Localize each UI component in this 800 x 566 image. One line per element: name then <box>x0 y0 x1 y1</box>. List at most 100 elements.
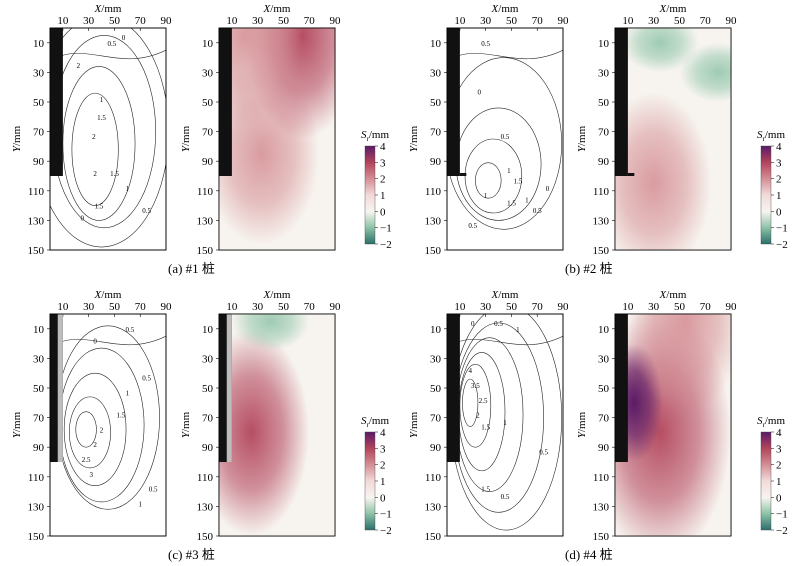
contour-label: 0 <box>80 214 84 222</box>
heat-blob <box>627 314 731 414</box>
y-axis-title: Y/mm <box>408 411 420 438</box>
colorbar-tick-label: 2 <box>776 174 782 186</box>
y-tick-label: 50 <box>202 383 214 395</box>
colorbar-tick-label: −2 <box>776 525 788 537</box>
colorbar-tick-label: 4 <box>380 427 386 439</box>
x-tick-label: 10 <box>226 15 238 27</box>
y-tick-label: 70 <box>202 413 214 425</box>
colorbar-tick-label: −2 <box>380 525 392 537</box>
y-tick-label: 130 <box>28 501 45 513</box>
contour-line <box>63 372 127 486</box>
y-tick-label: 90 <box>598 156 610 168</box>
x-tick-label: 30 <box>252 15 264 27</box>
colorbar-title: Sr/mm <box>757 129 785 143</box>
contour-line <box>475 162 502 199</box>
y-tick-label: 150 <box>593 245 610 257</box>
x-axis-title: X/mm <box>94 3 122 15</box>
contour-label: 1.5 <box>117 412 126 420</box>
x-tick-label: 90 <box>330 301 342 313</box>
x-tick-label: 90 <box>558 15 570 27</box>
contour-line <box>75 411 97 448</box>
y-axis-title: Y/mm <box>180 125 192 152</box>
colorbar-7: Sr/mm4 3 2 1 0 −1 −2 <box>757 415 788 537</box>
colorbar-tick-label: 0 <box>776 206 782 218</box>
heatmap-group <box>615 314 731 536</box>
heat-blob <box>615 91 712 250</box>
contour-label: 1.5 <box>95 203 104 211</box>
colorbar-tick-label: 2 <box>380 174 386 186</box>
x-axis-title: X/mm <box>491 3 519 15</box>
colorbar-gradient <box>364 145 376 245</box>
contour-line <box>447 57 562 230</box>
x-tick-label: 90 <box>726 15 738 27</box>
colorbar-1: Sr/mm4 3 2 1 0 −1 −2 <box>361 129 392 251</box>
colorbar-tick-label: −1 <box>776 509 788 521</box>
y-tick-label: 150 <box>28 245 45 257</box>
axes-6: 10 30 50 70 90 10 30 50 70 90 110 130 150 X/mm Y/mm 0 0.… <box>408 289 569 543</box>
contour-label: 0 <box>546 185 550 193</box>
contour-label: 0 <box>122 34 126 42</box>
heatmap-group <box>219 28 335 250</box>
contour-line <box>56 49 166 59</box>
y-tick-label: 50 <box>33 97 45 109</box>
colorbar-tick-label: 1 <box>380 476 386 488</box>
colorbar-gradient <box>760 145 772 245</box>
plot-frame <box>49 313 167 537</box>
contour-line <box>52 35 156 229</box>
y-axis-title: Y/mm <box>576 125 588 152</box>
x-axis-title: X/mm <box>94 289 122 301</box>
pile-hatch <box>226 314 232 462</box>
plot-frame-top <box>614 27 732 251</box>
pile-shaft <box>219 28 232 176</box>
colorbar-tick-label: −2 <box>776 239 788 251</box>
contour-label: 4 <box>468 367 472 375</box>
pile-shaft <box>447 28 460 176</box>
axes-1: 10 30 50 70 90 10 30 50 70 90 110 130 150 X/mm Y/mm <box>180 3 341 257</box>
y-tick-label: 90 <box>33 156 45 168</box>
y-tick-label: 50 <box>33 383 45 395</box>
colorbar-tick-label: 3 <box>380 443 386 455</box>
contour-line <box>462 378 479 427</box>
y-tick-label: 30 <box>598 67 610 79</box>
plot-frame-top <box>49 313 167 537</box>
colorbar-tick-label: 1 <box>380 190 386 202</box>
axes-0: 10 30 50 70 901030507090110130150X/mmY/mm21.… <box>11 3 172 257</box>
x-axis-title: X/mm <box>659 3 687 15</box>
caption-b: (b) #2 桩 <box>565 261 613 276</box>
pile-hatch <box>57 314 63 462</box>
y-tick-label: 10 <box>202 324 214 336</box>
y-tick-label: 130 <box>425 501 442 513</box>
contour-group: 0.500.511.51.5 10.500.51 <box>447 40 563 230</box>
heatmap-group <box>219 314 335 536</box>
contour-label: 0.5 <box>539 449 548 457</box>
x-tick-label: 70 <box>135 15 147 27</box>
y-axis-title: Y/mm <box>11 411 23 438</box>
colorbar-tick-label: 2 <box>380 460 386 472</box>
plot-frame-top <box>614 313 732 537</box>
x-tick-label: 70 <box>700 15 712 27</box>
x-tick-label: 70 <box>532 301 544 313</box>
contour-label: 0.5 <box>126 326 135 334</box>
y-tick-label: 110 <box>593 472 610 484</box>
contour-label: 1 <box>126 185 130 193</box>
x-tick-label: 10 <box>57 301 69 313</box>
x-tick-label: 50 <box>278 301 290 313</box>
contour-line <box>458 352 506 472</box>
contour-line <box>56 335 166 345</box>
contour-line <box>62 66 136 221</box>
contour-line <box>453 335 563 345</box>
y-tick-label: 150 <box>593 531 610 543</box>
y-tick-label: 50 <box>202 97 214 109</box>
contour-label: 0.5 <box>501 493 510 501</box>
y-tick-label: 10 <box>598 324 610 336</box>
contour-label: 0.5 <box>142 207 151 215</box>
colorbar-tick-label: 2 <box>776 460 782 472</box>
contour-label: 3.5 <box>471 382 480 390</box>
y-tick-label: 10 <box>33 324 45 336</box>
y-tick-label: 90 <box>430 442 442 454</box>
y-tick-label: 70 <box>33 127 45 139</box>
x-axis-title: X/mm <box>263 289 291 301</box>
y-tick-label: 50 <box>598 383 610 395</box>
